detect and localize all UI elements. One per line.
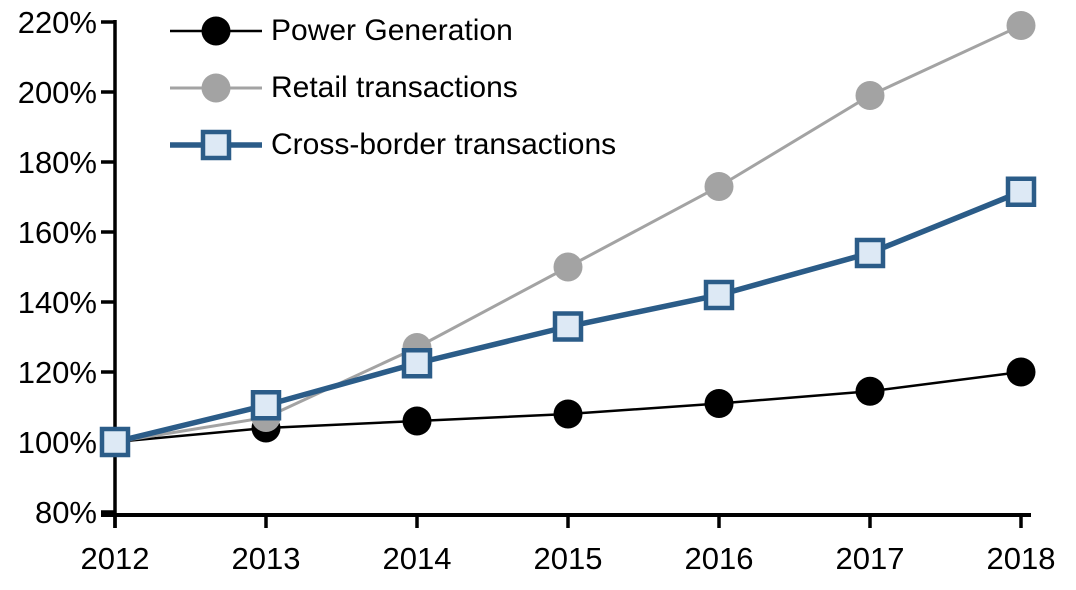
x-tick-label: 2013 — [232, 541, 301, 576]
series-power-generation — [100, 357, 1036, 457]
marker-cross-border-transactions-2016 — [703, 279, 735, 311]
y-tick-label: 160% — [18, 215, 97, 250]
marker-cross-border-transactions-2015 — [552, 311, 584, 342]
legend-circle-marker-icon — [201, 16, 231, 45]
marker-retail-transactions-2016 — [704, 172, 734, 201]
marker-retail-transactions-2018 — [1006, 11, 1036, 40]
series-cross-border-transactions — [99, 176, 1037, 458]
marker-retail-transactions-2017 — [855, 81, 885, 110]
y-tick-label: 200% — [18, 75, 97, 110]
y-axis: 220% 200% 180% 160% 140% 120% 100% 80% — [18, 5, 117, 530]
legend-swatch-circle-icon — [170, 16, 262, 45]
x-tick-label: 2017 — [836, 541, 905, 576]
x-tick-label: 2012 — [81, 541, 150, 576]
y-tick-label: 120% — [18, 355, 97, 390]
marker-cross-border-transactions-2014 — [401, 348, 433, 379]
y-tick-label: 140% — [18, 285, 97, 320]
y-tick-label: 220% — [18, 5, 97, 40]
legend-label-cross-border-transactions: Cross-border transactions — [271, 127, 617, 161]
marker-power-generation-2018 — [1006, 357, 1036, 387]
y-tick-label: 100% — [18, 425, 97, 460]
legend-item-retail-transactions: Retail transactions — [170, 59, 616, 116]
marker-cross-border-transactions-2012 — [99, 426, 131, 458]
legend-item-power-generation: Power Generation — [170, 2, 616, 59]
legend: Power Generation Retail transactions Cro… — [170, 2, 616, 173]
legend-circle-marker-icon — [201, 73, 231, 102]
y-tick-label: 80% — [35, 495, 97, 530]
marker-power-generation-2017 — [855, 376, 885, 406]
x-tick-label: 2014 — [383, 541, 452, 576]
x-axis: 2012 2013 2014 2015 2016 2017 2018 — [81, 513, 1056, 576]
y-tick-label: 180% — [18, 145, 97, 180]
marker-power-generation-2016 — [704, 389, 734, 418]
legend-square-marker-icon — [200, 129, 232, 160]
legend-label-power-generation: Power Generation — [271, 13, 513, 47]
marker-cross-border-transactions-2018 — [1005, 176, 1037, 207]
legend-label-retail-transactions: Retail transactions — [271, 70, 518, 104]
x-tick-label: 2018 — [987, 541, 1056, 576]
legend-swatch-square-icon — [170, 129, 262, 160]
x-tick-label: 2015 — [534, 541, 603, 576]
marker-cross-border-transactions-2017 — [854, 237, 886, 269]
marker-retail-transactions-2015 — [553, 252, 583, 282]
x-tick-label: 2016 — [685, 541, 754, 576]
marker-cross-border-transactions-2013 — [250, 390, 282, 421]
legend-swatch-circle-icon — [170, 73, 262, 102]
marker-power-generation-2014 — [402, 406, 432, 436]
marker-power-generation-2015 — [553, 399, 583, 429]
legend-item-cross-border-transactions: Cross-border transactions — [170, 116, 616, 173]
